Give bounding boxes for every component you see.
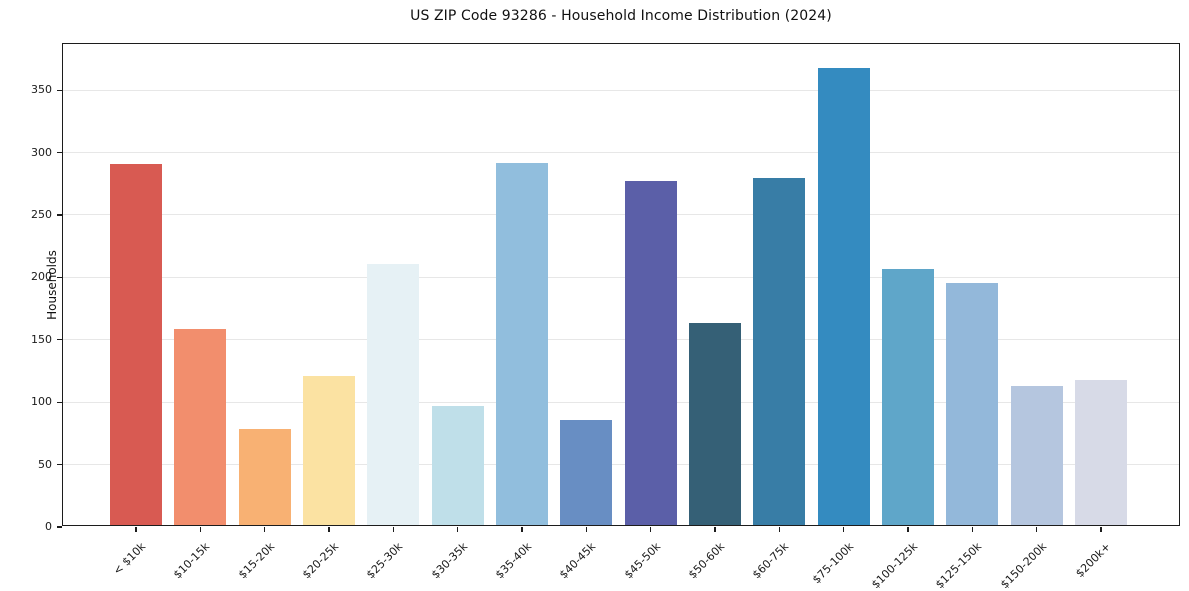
x-tick-label: $150-200k (997, 540, 1049, 591)
bar-150-200k (1010, 386, 1063, 525)
y-gridline (63, 339, 1179, 341)
x-tick-label: $35-40k (492, 540, 535, 582)
y-tick-mark (57, 89, 62, 91)
x-tick-label: $10-15k (171, 540, 213, 582)
x-tick-mark (392, 527, 394, 532)
y-gridline (63, 152, 1179, 154)
x-tick-mark (971, 527, 973, 532)
x-tick-mark (199, 527, 201, 532)
y-tick-mark (57, 151, 62, 154)
x-tick-mark (135, 527, 137, 532)
x-tick-mark (457, 527, 459, 532)
x-tick-label: $75-100k (809, 540, 856, 587)
x-tick-mark (521, 527, 523, 532)
x-tick-mark (649, 527, 652, 532)
x-tick-label: $45-50k (621, 540, 663, 582)
y-gridline (63, 214, 1179, 216)
x-tick-label: $60-75k (750, 540, 792, 582)
y-tick-mark (57, 339, 62, 341)
bar-50-60k (688, 322, 741, 525)
bar-15-20k (238, 428, 291, 525)
bar-20-25k (302, 376, 355, 525)
bar-45-50k (624, 180, 677, 525)
x-tick-label: $100-125k (868, 540, 921, 591)
x-tick-mark (585, 527, 587, 532)
y-gridline (63, 464, 1179, 466)
x-tick-mark (264, 527, 266, 532)
y-tick-mark (57, 526, 62, 528)
x-tick-label: $25-30k (364, 540, 406, 582)
x-tick-label: $30-35k (428, 540, 470, 582)
x-tick-label: $200k+ (1073, 540, 1114, 581)
x-tick-mark (1100, 527, 1102, 532)
y-axis-title: Households (44, 249, 59, 320)
y-gridline (63, 401, 1179, 403)
y-gridline (63, 89, 1179, 91)
y-tick-mark (57, 214, 62, 216)
y-tick-label: 250 (31, 207, 52, 221)
x-tick-mark (842, 527, 845, 532)
chart-title: US ZIP Code 93286 - Household Income Dis… (410, 8, 832, 24)
y-tick-label: 150 (31, 332, 52, 346)
bar-100-125k (881, 269, 934, 525)
y-tick-label: 50 (38, 457, 52, 471)
y-tick-mark (57, 463, 62, 466)
bar-25-30k (367, 264, 420, 525)
x-tick-mark (714, 527, 716, 532)
y-tick-label: 200 (31, 270, 52, 284)
bar-40-45k (560, 420, 613, 525)
x-tick-mark (328, 527, 330, 532)
y-tick-label: 300 (31, 145, 52, 159)
x-tick-mark (1035, 527, 1038, 532)
x-tick-mark (907, 527, 909, 532)
bar-10k (110, 164, 162, 525)
plot-area: Households 0 50 100 150 200 250 300 350 < $10k $1… (31, 43, 1180, 591)
y-gridline (63, 276, 1179, 278)
bar-35-40k (495, 163, 548, 525)
x-tick-label: < $10k (110, 540, 149, 578)
bar-125-150k (946, 282, 999, 525)
y-tick-label: 350 (31, 83, 52, 97)
y-tick-mark (57, 401, 62, 403)
x-tick-label: $125-150k (933, 540, 985, 591)
bar-30-35k (431, 406, 484, 525)
x-tick-label: $40-45k (557, 540, 599, 582)
x-tick-label: $50-60k (685, 540, 728, 582)
x-tick-label: $15-20k (235, 540, 277, 582)
y-tick-mark (57, 276, 62, 279)
y-tick-label: 100 (31, 395, 52, 409)
bar-10-15k (174, 329, 227, 525)
bar-60-75k (753, 178, 806, 525)
x-tick-label: $20-25k (299, 540, 342, 582)
bar-200k (1074, 380, 1127, 525)
y-tick-label: 0 (45, 520, 52, 533)
bar-75-100k (817, 68, 870, 525)
x-tick-mark (778, 527, 780, 532)
